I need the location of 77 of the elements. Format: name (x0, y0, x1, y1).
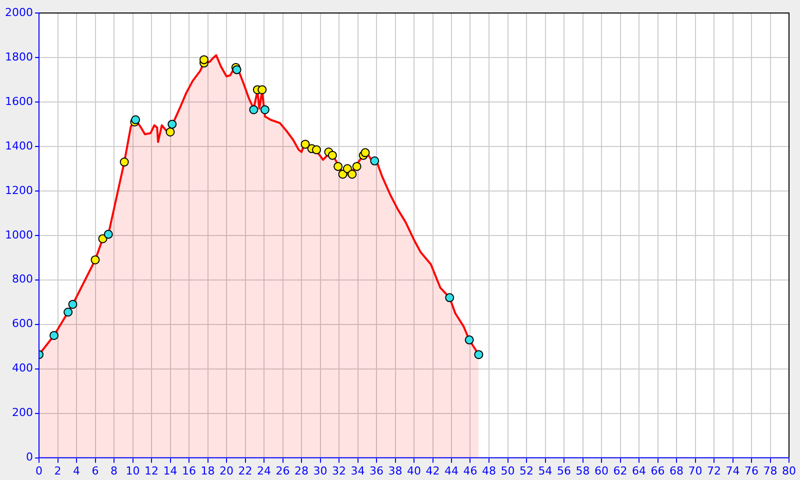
x-tick-label: 78 (763, 464, 778, 478)
point (120, 158, 129, 167)
x-tick-label: 8 (110, 464, 118, 478)
point (474, 350, 484, 360)
point (50, 330, 58, 340)
y-tick-label: 1200 (5, 184, 33, 197)
x-tick-label: 4 (73, 464, 80, 478)
x-tick-label: 12 (144, 464, 158, 478)
point (260, 105, 270, 114)
x-tick-label: 26 (276, 464, 290, 478)
point (64, 308, 73, 317)
point (334, 162, 343, 171)
x-tick-label: 28 (294, 464, 308, 478)
y-tick-label: 1600 (5, 94, 33, 108)
x-tick-label: 50 (500, 464, 515, 478)
y-tick-label: 2000 (5, 6, 33, 19)
x-tick-label: 42 (426, 464, 440, 478)
point (168, 120, 177, 129)
x-tick-label: 34 (350, 464, 365, 478)
x-tick-label: 16 (182, 464, 196, 478)
point (166, 127, 175, 136)
y-tick-label: 1800 (5, 50, 33, 64)
x-tick-label: 66 (650, 464, 665, 478)
x-tick-label: 6 (92, 464, 99, 478)
point (232, 65, 242, 74)
x-tick-label: 18 (200, 464, 215, 478)
y-tick-label: 0 (26, 450, 33, 464)
point (445, 293, 454, 302)
x-tick-label: 46 (463, 464, 478, 478)
y-tick-label: 200 (12, 406, 33, 420)
point (200, 55, 208, 64)
x-tick-label: 74 (726, 464, 740, 478)
y-tick-label: 1400 (5, 139, 33, 152)
point (328, 150, 337, 160)
x-tick-label: 60 (594, 464, 608, 478)
x-tick-label: 2 (54, 464, 62, 478)
x-tick-label: 52 (520, 464, 534, 478)
x-tick-label: 32 (332, 464, 346, 478)
x-tick-label: 80 (782, 464, 796, 478)
point (258, 85, 267, 94)
x-tick-label: 24 (257, 464, 271, 478)
x-tick-label: 10 (126, 464, 140, 478)
point (249, 105, 258, 114)
x-tick-label: 20 (220, 464, 234, 478)
x-tick-label: 38 (388, 464, 402, 478)
x-tick-label: 76 (744, 464, 758, 478)
x-tick-label: 44 (444, 464, 458, 478)
x-tick-label: 48 (482, 464, 496, 478)
x-tick-label: 58 (576, 464, 590, 478)
point (300, 140, 310, 149)
x-tick-label: 56 (557, 464, 571, 478)
x-tick-label: 70 (688, 464, 702, 478)
y-tick-label: 800 (12, 272, 33, 286)
point (90, 255, 100, 264)
x-tick-label: 36 (370, 464, 384, 478)
x-tick-label: 14 (163, 464, 178, 478)
point (104, 230, 113, 239)
x-tick-label: 22 (238, 464, 252, 478)
y-tick-label: 400 (12, 362, 33, 375)
x-tick-label: 64 (632, 464, 646, 478)
x-tick-label: 72 (707, 464, 721, 478)
point (312, 145, 321, 154)
x-tick-label: 0 (36, 464, 42, 478)
y-tick-label: 600 (12, 317, 33, 330)
point (352, 162, 362, 171)
x-tick-label: 40 (407, 464, 421, 478)
x-tick-label: 54 (538, 464, 552, 478)
point (464, 335, 474, 344)
point (342, 164, 352, 174)
y-tick-label: 1000 (5, 228, 33, 242)
point (348, 170, 357, 179)
x-tick-label: 68 (670, 464, 684, 478)
point (370, 156, 380, 166)
point (360, 148, 370, 158)
point (68, 300, 78, 309)
x-tick-label: 30 (313, 464, 328, 478)
x-tick-label: 62 (613, 464, 628, 478)
